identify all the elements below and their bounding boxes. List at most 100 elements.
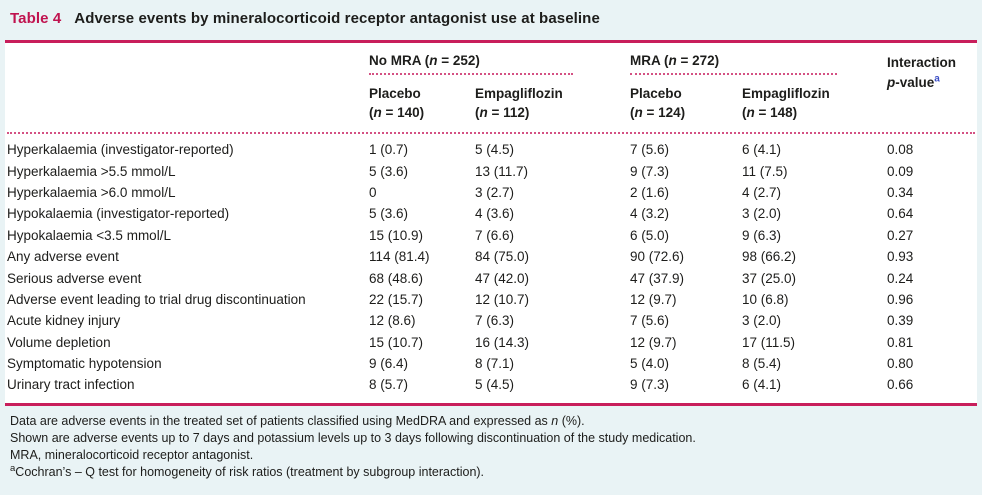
row-value: 0.08 — [887, 142, 914, 158]
table-row: Urinary tract infection 8 (5.7) 5 (4.5) 9 (… — [7, 374, 975, 395]
table-row: Volume depletion 15 (10.7) 16 (14.3) 12 (9.… — [7, 332, 975, 353]
row-value: 37 (25.0) — [742, 270, 797, 286]
row-value: 0.09 — [887, 163, 914, 179]
column-empagliflozin-mra: Empagliflozin (n = 148) — [742, 86, 830, 120]
row-label: Symptomatic hypotension — [7, 356, 162, 372]
row-value: 12 (9.7) — [630, 334, 677, 350]
column-interaction-p-value: Interaction p-valuea — [887, 55, 957, 90]
column-group-no-mra: No MRA (n = 252) — [369, 51, 630, 75]
row-value: 68 (48.6) — [369, 270, 424, 286]
row-label: Urinary tract infection — [7, 377, 135, 393]
row-value: 12 (8.6) — [369, 313, 416, 329]
row-value: 5 (3.6) — [369, 163, 409, 179]
row-value: 15 (10.7) — [369, 334, 424, 350]
row-label: Any adverse event — [7, 249, 119, 265]
footnote-superscript-a: a — [10, 462, 16, 474]
table-row: Acute kidney injury 12 (8.6) 7 (6.3) 7 (5.6… — [7, 310, 975, 331]
footnotes: Data are adverse events in the treated s… — [0, 406, 982, 481]
footnote-line: MRA, mineralocorticoid receptor antagoni… — [10, 447, 254, 462]
table-body: Hyperkalaemia (investigator-reported) 1 (… — [7, 134, 975, 396]
row-value: 9 (7.3) — [630, 377, 670, 393]
table-number-label: Table 4 — [10, 10, 62, 27]
table-row: Hypokalaemia <3.5 mmol/L 15 (10.9) 7 (6.6)… — [7, 225, 975, 246]
row-value: 8 (7.1) — [475, 356, 515, 372]
row-value: 5 (4.5) — [475, 377, 515, 393]
row-value: 15 (10.9) — [369, 227, 424, 243]
table-row: Hyperkalaemia (investigator-reported) 1 (… — [7, 139, 975, 160]
row-value: 13 (11.7) — [475, 163, 529, 179]
row-value: 7 (6.3) — [475, 313, 515, 329]
dotted-rule-no-mra — [369, 73, 573, 75]
row-value: 22 (15.7) — [369, 291, 424, 307]
table-card: No MRA (n = 252) MRA (n = 272) Interacti… — [5, 40, 977, 406]
table-header: No MRA (n = 252) MRA (n = 272) Interacti… — [7, 43, 975, 122]
row-value: 3 (2.7) — [475, 184, 515, 200]
superscript-a: a — [934, 73, 940, 85]
table-row: Hyperkalaemia >5.5 mmol/L 5 (3.6) 13 (11.7… — [7, 160, 975, 181]
footnote-line: Shown are adverse events up to 7 days an… — [10, 430, 696, 445]
row-label: Hyperkalaemia >6.0 mmol/L — [7, 184, 176, 200]
table-title: Table 4 Adverse events by mineralocortico… — [0, 0, 982, 40]
row-value: 0.81 — [887, 334, 914, 350]
row-value: 84 (75.0) — [475, 249, 530, 265]
row-value: 114 (81.4) — [369, 249, 430, 265]
row-value: 9 (6.3) — [742, 227, 782, 243]
row-value: 6 (4.1) — [742, 377, 782, 393]
table-row: Any adverse event 114 (81.4) 84 (75.0) 90 (… — [7, 246, 975, 267]
column-group-mra: MRA (n = 272) — [630, 51, 887, 75]
row-value: 0.39 — [887, 313, 914, 329]
row-value: 10 (6.8) — [742, 291, 789, 307]
row-value: 8 (5.7) — [369, 377, 409, 393]
row-value: 7 (6.6) — [475, 227, 515, 243]
row-label: Hyperkalaemia >5.5 mmol/L — [7, 163, 176, 179]
table-row: Hypokalaemia (investigator-reported) 5 (3… — [7, 203, 975, 224]
row-value: 47 (37.9) — [630, 270, 685, 286]
row-value: 9 (7.3) — [630, 163, 670, 179]
group-no-mra-label: No MRA (n = 252) — [369, 53, 480, 68]
row-label: Serious adverse event — [7, 270, 142, 286]
row-value: 4 (2.7) — [742, 184, 782, 200]
row-value: 12 (9.7) — [630, 291, 677, 307]
row-value: 47 (42.0) — [475, 270, 530, 286]
row-value: 3 (2.0) — [742, 206, 782, 222]
footnote-line: aCochran’s – Q test for homogeneity of r… — [10, 462, 485, 479]
row-value: 0.93 — [887, 249, 914, 265]
column-placebo-mra: Placebo (n = 124) — [630, 86, 686, 120]
row-value: 8 (5.4) — [742, 356, 782, 372]
row-value: 4 (3.6) — [475, 206, 515, 222]
row-value: 4 (3.2) — [630, 206, 670, 222]
row-label: Acute kidney injury — [7, 313, 121, 329]
row-value: 0.34 — [887, 184, 914, 200]
header-body-separator — [7, 132, 975, 134]
row-value: 0.96 — [887, 291, 914, 307]
row-label: Adverse event leading to trial drug disc… — [7, 291, 306, 307]
row-value: 17 (11.5) — [742, 334, 796, 350]
row-value: 90 (72.6) — [630, 249, 685, 265]
row-value: 2 (1.6) — [630, 184, 670, 200]
row-value: 98 (66.2) — [742, 249, 797, 265]
table-row: Serious adverse event 68 (48.6) 47 (42.0) 4… — [7, 267, 975, 288]
row-value: 11 (7.5) — [742, 163, 788, 179]
row-value: 6 (4.1) — [742, 142, 782, 158]
row-value: 5 (4.5) — [475, 142, 515, 158]
table-row: Symptomatic hypotension 9 (6.4) 8 (7.1) 5 (… — [7, 353, 975, 374]
row-value: 5 (4.0) — [630, 356, 670, 372]
table-row: Hyperkalaemia >6.0 mmol/L 0 3 (2.7) 2 (1.6)… — [7, 182, 975, 203]
table-title-text: Adverse events by mineralocorticoid rece… — [74, 10, 600, 27]
row-value: 9 (6.4) — [369, 356, 409, 372]
row-value: 6 (5.0) — [630, 227, 670, 243]
row-value: 0.27 — [887, 227, 914, 243]
row-value: 3 (2.0) — [742, 313, 782, 329]
dotted-rule-mra — [630, 73, 837, 75]
row-value: 0.24 — [887, 270, 914, 286]
group-mra-label: MRA (n = 272) — [630, 53, 720, 68]
row-value: 0 — [369, 184, 377, 200]
row-value: 0.64 — [887, 206, 914, 222]
column-placebo-no-mra: Placebo (n = 140) — [369, 86, 425, 120]
row-value: 5 (3.6) — [369, 206, 409, 222]
column-empagliflozin-no-mra: Empagliflozin (n = 112) — [475, 86, 563, 120]
table-row: Adverse event leading to trial drug disc… — [7, 289, 975, 310]
row-value: 7 (5.6) — [630, 142, 670, 158]
row-value: 0.80 — [887, 356, 914, 372]
